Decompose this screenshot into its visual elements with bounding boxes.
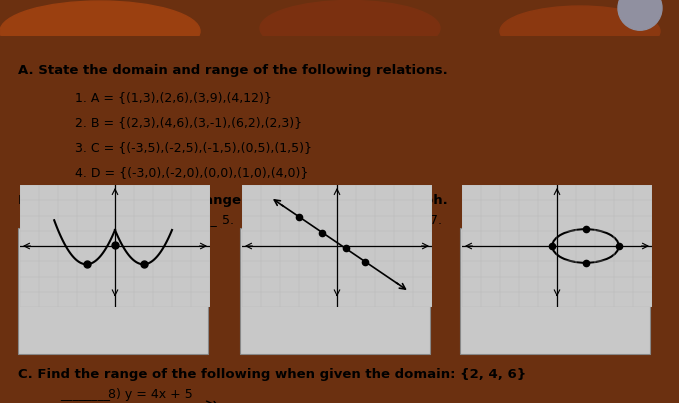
Text: ________: ________	[60, 388, 110, 401]
Text: ___________: ___________	[352, 214, 421, 227]
FancyBboxPatch shape	[18, 228, 208, 354]
Text: ___________: ___________	[248, 214, 316, 227]
Text: 8) y = 4x + 5: 8) y = 4x + 5	[108, 388, 193, 401]
Text: 5.: 5.	[222, 214, 234, 227]
Text: 3. C = {(-3,5),(-2,5),(-1,5),(0,5),(1,5)}: 3. C = {(-3,5),(-2,5),(-1,5),(0,5),(1,5)…	[75, 141, 312, 154]
Ellipse shape	[260, 0, 440, 56]
Text: B. Give the domain and range of the points on the graph.: B. Give the domain and range of the poin…	[18, 194, 447, 207]
FancyBboxPatch shape	[240, 228, 430, 354]
Text: 4. D = {(-3,0),(-2,0),(0,0),(1,0),(4,0)}: 4. D = {(-3,0),(-2,0),(0,0),(1,0),(4,0)}	[75, 166, 308, 179]
Text: 1. A = {(1,3),(2,6),(3,9),(4,12)}: 1. A = {(1,3),(2,6),(3,9),(4,12)}	[75, 91, 272, 104]
Text: C. Find the range of the following when given the domain: {2, 4, 6}: C. Find the range of the following when …	[18, 368, 526, 381]
Text: 6.: 6.	[325, 214, 337, 227]
FancyBboxPatch shape	[460, 228, 650, 354]
Text: ___________: ___________	[148, 214, 217, 227]
Text: 7.: 7.	[430, 214, 442, 227]
Ellipse shape	[500, 6, 660, 56]
Text: 2. B = {(2,3),(4,6),(3,-1),(6,2),(2,3)}: 2. B = {(2,3),(4,6),(3,-1),(6,2),(2,3)}	[75, 116, 302, 129]
Circle shape	[618, 0, 662, 30]
Ellipse shape	[0, 1, 200, 61]
Text: A. State the domain and range of the following relations.: A. State the domain and range of the fol…	[18, 64, 447, 77]
